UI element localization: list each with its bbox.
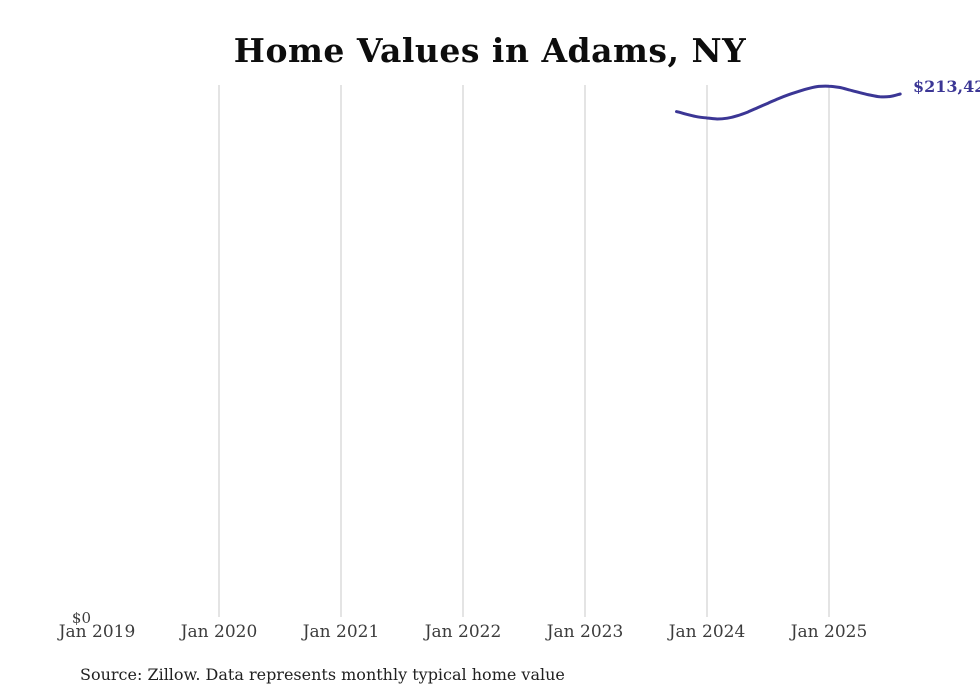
end-value-label: $213,425 — [913, 77, 980, 96]
chart-title: Home Values in Adams, NY — [233, 31, 747, 70]
x-tick-label: Jan 2022 — [424, 622, 502, 642]
x-tick-label: Jan 2021 — [302, 622, 380, 642]
x-tick-label: Jan 2019 — [58, 622, 136, 642]
vertical-gridlines — [218, 85, 830, 617]
x-tick-label: Jan 2025 — [790, 622, 868, 642]
source-note: Source: Zillow. Data represents monthly … — [80, 665, 565, 684]
y-axis-zero-label: $0 — [71, 609, 91, 627]
x-tick-label: Jan 2023 — [546, 622, 624, 642]
home-value-line — [675, 84, 902, 121]
x-tick-label: Jan 2024 — [668, 622, 746, 642]
x-tick-label: Jan 2020 — [180, 622, 258, 642]
